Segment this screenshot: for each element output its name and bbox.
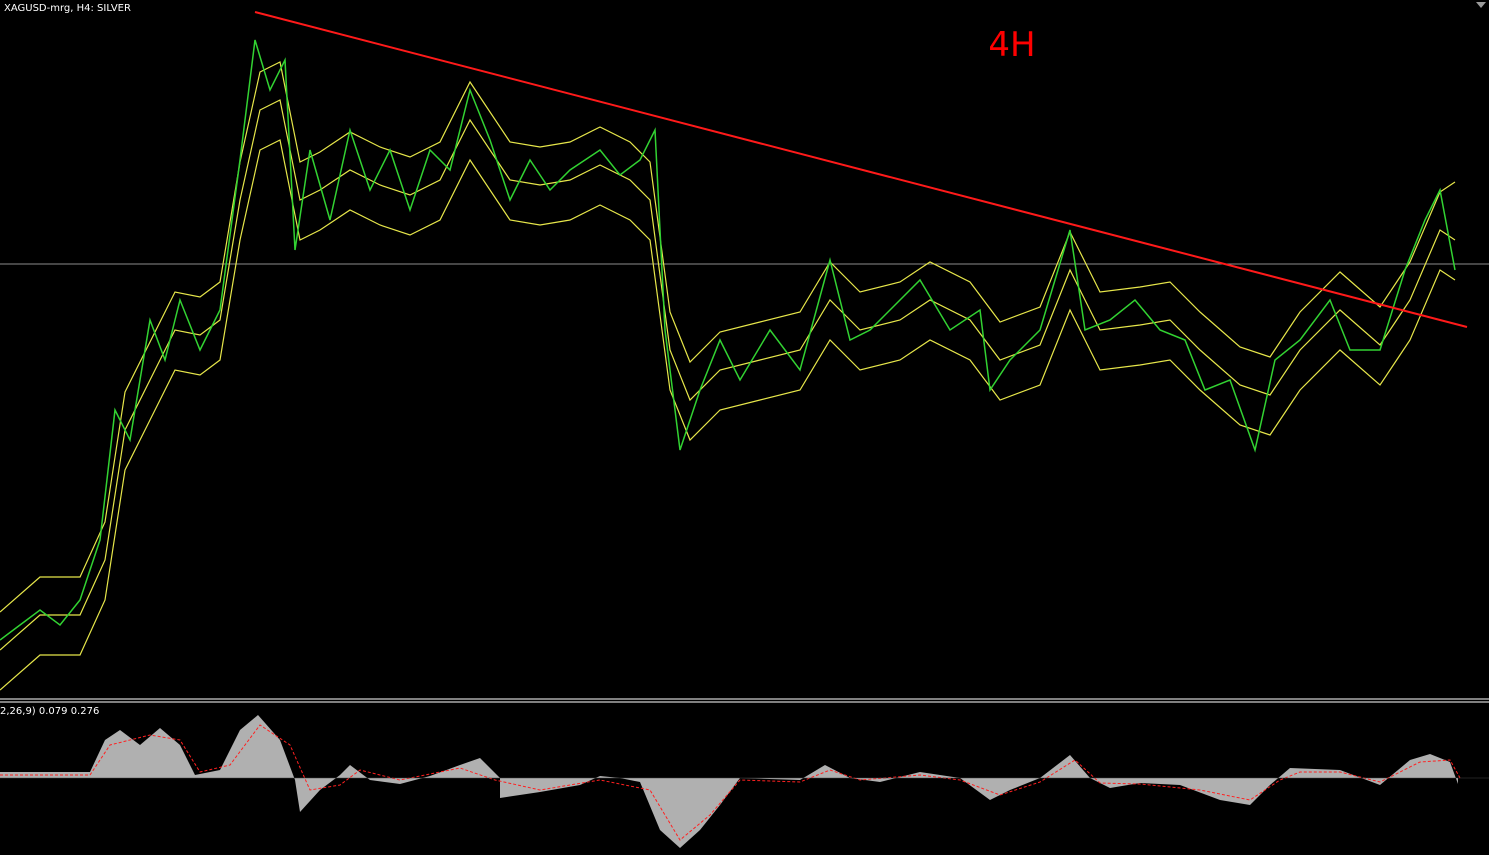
trend-line <box>254 11 1468 328</box>
timeframe-annotation: 4H <box>988 25 1035 65</box>
macd-histogram <box>0 715 1458 848</box>
indicator-label: 2,26,9) 0.079 0.276 <box>0 706 99 717</box>
price-candles <box>0 39 1456 641</box>
shift-marker <box>1476 2 1486 8</box>
band-upper <box>0 61 1456 613</box>
symbol-title: XAGUSD-mrg, H4: SILVER <box>4 3 131 14</box>
band-middle <box>0 99 1456 651</box>
band-lower <box>0 139 1456 691</box>
bollinger-bands <box>0 61 1456 691</box>
macd-signal <box>0 724 1461 841</box>
